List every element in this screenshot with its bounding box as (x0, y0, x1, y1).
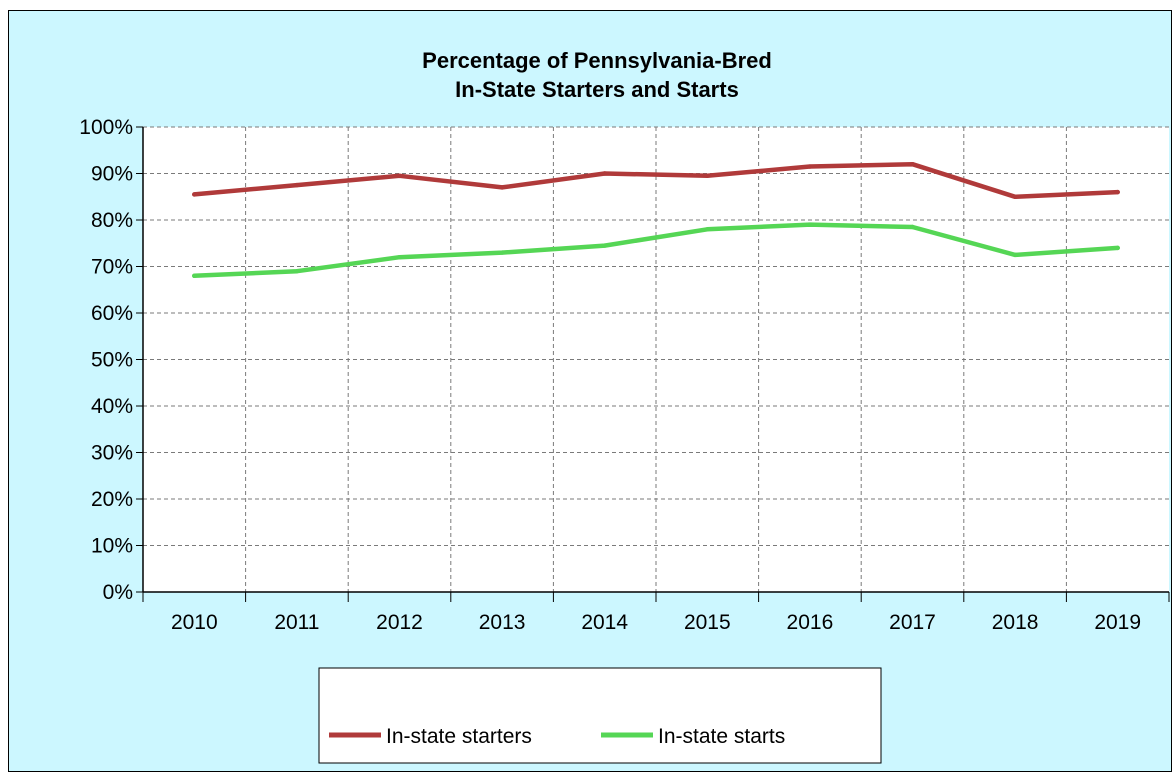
x-tick-label: 2013 (479, 611, 526, 634)
data-point-in-state-starters (1012, 194, 1018, 199)
series-line-in-state-starters (192, 161, 1120, 200)
x-tick-label: 2010 (171, 611, 218, 634)
data-point-in-state-starts (192, 273, 197, 278)
data-point-in-state-starters (294, 182, 300, 188)
data-point-in-state-starts (397, 255, 402, 260)
y-tick-label: 30% (91, 442, 133, 465)
data-point-in-state-starters (1115, 189, 1120, 195)
series-lines (192, 161, 1120, 279)
y-tick-label: 40% (91, 395, 133, 418)
y-tick-label: 60% (91, 302, 133, 325)
data-point-in-state-starters (705, 173, 710, 179)
y-tick-labels: 0% 10% 20% 30% 40% 50% 60% 70% 80% 90% 100% (79, 116, 133, 604)
legend-label-in-state-starters: In-state starters (386, 725, 532, 748)
data-point-in-state-starts (705, 227, 710, 232)
chart-title: Percentage of Pennsylvania-Bred (422, 48, 772, 73)
data-point-in-state-starts (499, 250, 505, 255)
legend: In-state starters In-state starts (318, 667, 882, 764)
data-point-in-state-starts (807, 222, 813, 227)
x-tick-label: 2019 (1094, 611, 1141, 634)
legend-box (318, 667, 882, 764)
line-chart: Percentage of Pennsylvania-Bred In-State… (79, 48, 1170, 764)
axes (136, 126, 1170, 602)
data-point-in-state-starts (1115, 245, 1120, 251)
data-point-in-state-starters (910, 162, 915, 167)
data-point-in-state-starts (910, 224, 915, 230)
data-point-in-state-starts (602, 243, 607, 248)
y-tick-label: 80% (91, 209, 133, 232)
y-tick-label: 100% (79, 116, 133, 139)
legend-label-in-state-starts: In-state starts (658, 725, 785, 748)
y-tick-label: 10% (91, 535, 133, 558)
x-tick-label: 2012 (376, 611, 423, 634)
series-line-in-state-starts (192, 222, 1120, 279)
grid-lines (143, 126, 1169, 592)
x-tick-label: 2011 (274, 611, 319, 634)
x-tick-label: 2015 (684, 611, 731, 634)
y-tick-label: 0% (103, 581, 133, 604)
data-point-in-state-starts (1012, 252, 1018, 258)
x-tick-label: 2014 (581, 611, 628, 634)
x-tick-label: 2017 (889, 611, 936, 634)
x-tick-label: 2016 (787, 611, 834, 634)
y-tick-label: 50% (91, 349, 133, 372)
y-tick-label: 20% (91, 488, 133, 511)
data-point-in-state-starts (294, 268, 300, 274)
x-tick-labels: 2010 2011 2012 2013 2014 2015 2016 2017 2018 2019 (171, 611, 1141, 634)
data-point-in-state-starters (397, 173, 402, 179)
data-point-in-state-starters (499, 185, 505, 190)
y-tick-label: 90% (91, 163, 133, 186)
data-point-in-state-starters (192, 192, 197, 197)
chart-frame: Percentage of Pennsylvania-Bred In-State… (8, 10, 1172, 772)
data-point-in-state-starters (807, 164, 813, 169)
x-tick-label: 2018 (992, 611, 1039, 634)
y-tick-label: 70% (91, 256, 133, 279)
chart-subtitle: In-State Starters and Starts (455, 77, 739, 102)
data-point-in-state-starters (602, 171, 607, 176)
